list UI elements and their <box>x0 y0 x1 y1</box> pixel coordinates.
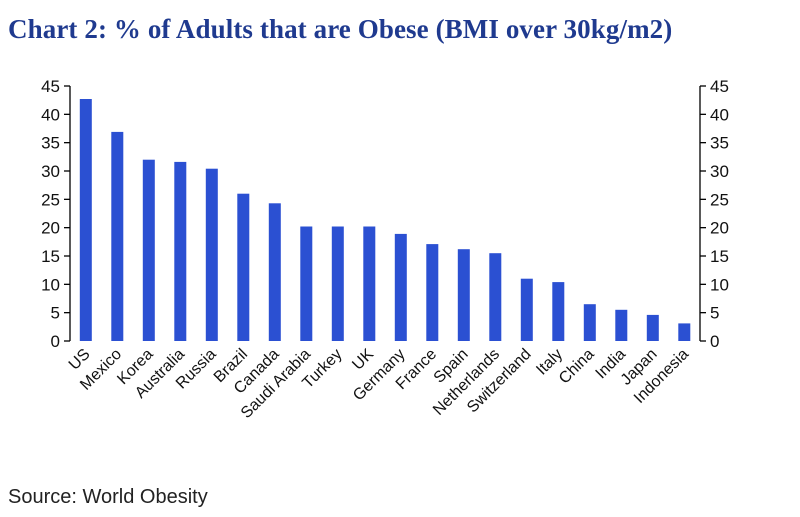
bar-switzerland <box>520 278 533 341</box>
right-tick-label: 35 <box>710 134 729 153</box>
bar-germany <box>394 233 407 341</box>
bar-china <box>583 304 596 341</box>
bar-indonesia <box>678 323 691 341</box>
x-axis-labels: USMexicoKoreaAustraliaRussiaBrazilCanada… <box>66 346 692 422</box>
left-tick-label: 35 <box>41 134 60 153</box>
bar-france <box>426 244 439 341</box>
bar-italy <box>552 282 565 341</box>
bar-canada <box>268 203 281 341</box>
bar-russia <box>205 168 218 341</box>
bar-chart: 0 5 10 15 20 25 30 35 40 45 0 5 10 15 20 25 30 35 40 45 US… <box>41 77 729 422</box>
left-y-axis: 0 5 10 15 20 25 30 35 40 45 <box>41 77 71 351</box>
source-note: Source: World Obesity <box>8 486 208 508</box>
bar-turkey <box>331 226 344 341</box>
bar-australia <box>174 161 187 341</box>
chart-title: Chart 2: % of Adults that are Obese (BMI… <box>8 14 673 44</box>
left-tick-label: 45 <box>41 77 60 96</box>
right-tick-label: 40 <box>710 105 729 124</box>
bar-japan <box>646 314 659 341</box>
bar-uk <box>363 226 376 341</box>
left-tick-label: 5 <box>51 304 60 323</box>
bar-netherlands <box>489 253 502 341</box>
bar-mexico <box>111 131 124 341</box>
right-tick-label: 0 <box>710 332 719 351</box>
left-tick-label: 20 <box>41 219 60 238</box>
bar-series <box>79 99 691 341</box>
right-tick-label: 15 <box>710 247 729 266</box>
right-tick-label: 5 <box>710 304 719 323</box>
left-tick-label: 40 <box>41 105 60 124</box>
right-tick-label: 25 <box>710 190 729 209</box>
bar-brazil <box>237 193 250 341</box>
category-label: China <box>556 346 598 388</box>
left-tick-label: 30 <box>41 162 60 181</box>
bar-us <box>79 99 92 341</box>
left-tick-label: 25 <box>41 190 60 209</box>
right-y-axis: 0 5 10 15 20 25 30 35 40 45 <box>699 77 729 351</box>
left-tick-label: 10 <box>41 275 60 294</box>
right-tick-label: 20 <box>710 219 729 238</box>
bar-korea <box>142 159 155 341</box>
right-tick-label: 10 <box>710 275 729 294</box>
right-tick-label: 30 <box>710 162 729 181</box>
left-tick-label: 0 <box>51 332 60 351</box>
bar-saudi-arabia <box>300 226 313 341</box>
bar-spain <box>457 249 470 341</box>
right-tick-label: 45 <box>710 77 729 96</box>
left-tick-label: 15 <box>41 247 60 266</box>
bar-india <box>615 309 628 341</box>
